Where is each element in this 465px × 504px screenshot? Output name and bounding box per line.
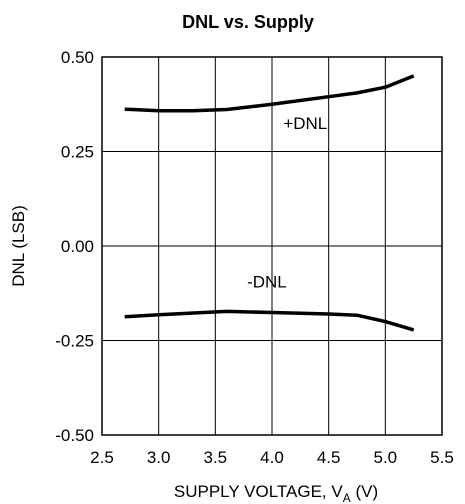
y-axis-label: DNL (LSB) <box>9 205 28 287</box>
x-tick-label: 5.5 <box>430 448 454 467</box>
plot-frame <box>101 56 443 436</box>
x-tick-labels: 2.5 3.0 3.5 4.0 4.5 5.0 5.5 <box>90 448 454 467</box>
series-line-minus-dnl <box>124 309 415 332</box>
x-axis-label-tail: (V) <box>351 482 378 501</box>
chart-title: DNL vs. Supply <box>182 12 314 32</box>
y-tick-label: -0.50 <box>55 426 94 445</box>
y-tick-label: 0.50 <box>61 48 94 67</box>
x-tick-label: 3.0 <box>147 448 171 467</box>
x-tick-label: 4.0 <box>260 448 284 467</box>
x-axis-label-subscript: A <box>343 491 351 504</box>
x-tick-label: 3.5 <box>204 448 228 467</box>
x-tick-label: 4.5 <box>317 448 341 467</box>
y-tick-label: 0.00 <box>61 237 94 256</box>
grid <box>102 57 442 435</box>
x-axis-label: SUPPLY VOLTAGE, VA (V) <box>174 482 378 504</box>
x-axis-label-main: SUPPLY VOLTAGE, V <box>174 482 343 501</box>
annotation-label: +DNL <box>283 114 327 133</box>
y-tick-label: -0.25 <box>55 332 94 351</box>
y-tick-label: 0.25 <box>61 143 94 162</box>
x-tick-label: 5.0 <box>374 448 398 467</box>
series-line-plusminus-dnl <box>124 74 415 113</box>
annotations: +DNL -DNL <box>247 114 327 292</box>
series <box>124 74 415 332</box>
y-tick-labels: 0.50 0.25 0.00 -0.25 -0.50 <box>55 48 94 445</box>
annotation-label: -DNL <box>247 273 287 292</box>
x-tick-label: 2.5 <box>90 448 114 467</box>
